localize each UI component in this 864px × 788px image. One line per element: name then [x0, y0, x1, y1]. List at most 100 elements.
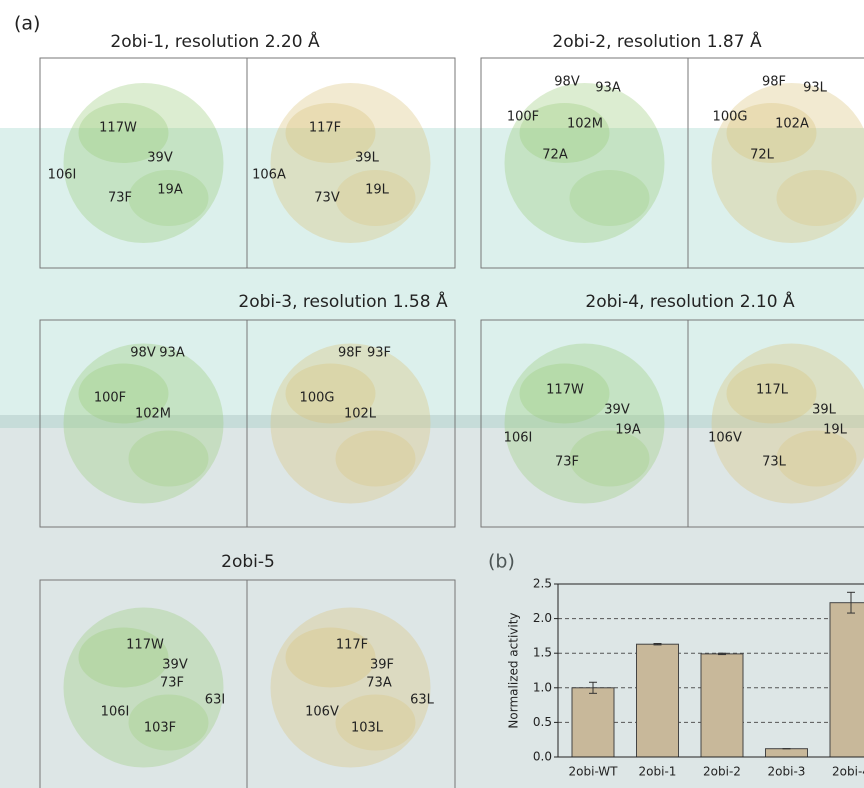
y-tick-label: 1.5 [533, 646, 552, 660]
axes-frame [557, 583, 864, 758]
protein-cartoon [504, 83, 665, 243]
protein-cartoon [519, 363, 610, 424]
residue-label: 117F [309, 121, 341, 136]
protein-cartoon [78, 363, 169, 424]
protein-cartoon [128, 694, 209, 751]
panel-title: 2obi-2, resolution 1.87 Å [552, 30, 762, 52]
panel-title: 2obi-3, resolution 1.58 Å [238, 290, 448, 312]
residue-label: 73L [762, 455, 787, 470]
residue-label: 106V [305, 705, 339, 720]
residue-label: 100F [94, 391, 126, 406]
error-bar [718, 652, 726, 656]
residue-label: 117W [126, 638, 164, 653]
residue-label: 102M [567, 117, 603, 132]
residue-label: 73A [366, 676, 392, 691]
panel-title: 2obi-4, resolution 2.10 Å [585, 290, 795, 312]
bar [636, 643, 679, 758]
residue-label: 117W [546, 383, 584, 398]
protein-cartoon [78, 103, 169, 163]
residue-label: 102A [775, 117, 809, 132]
residue-label: 117F [336, 638, 368, 653]
residue-label: 117W [99, 121, 137, 136]
residue-label: 98F [338, 346, 362, 361]
panel-label: (a) [14, 13, 40, 35]
bar [765, 748, 808, 758]
residue-label: 39L [355, 151, 380, 166]
x-tick-label: 2obi-3 [768, 765, 806, 779]
residue-label: 100G [300, 391, 335, 406]
protein-cartoon [270, 607, 431, 768]
residue-label: 106I [48, 168, 77, 183]
error-bar [653, 643, 662, 646]
protein-cartoon [776, 430, 857, 487]
x-tick-label: 2obi-2 [703, 765, 741, 779]
residue-label: 102M [135, 407, 171, 422]
protein-cartoon [569, 430, 650, 487]
residue-label: 73V [314, 191, 340, 206]
protein-cartoon [776, 170, 857, 226]
residue-label: 102L [344, 407, 377, 422]
protein-cartoon [285, 103, 376, 163]
protein-cartoon [128, 170, 209, 226]
x-tick-label: 2obi-4 [832, 765, 864, 779]
residue-label: 117L [756, 383, 789, 398]
residue-label: 63I [205, 693, 225, 708]
residue-label: 93A [159, 346, 185, 361]
residue-label: 98F [762, 75, 786, 90]
residue-label: 39L [812, 403, 837, 418]
overlay-band [0, 128, 864, 428]
residue-label: 106A [252, 168, 286, 183]
y-tick-label: 2.5 [533, 577, 552, 591]
residue-label: 19L [823, 423, 848, 438]
residue-label: 106I [101, 705, 130, 720]
protein-cartoon [335, 694, 416, 751]
residue-label: 19L [365, 183, 390, 198]
protein-cartoon [711, 343, 864, 504]
protein-cartoon [128, 430, 209, 487]
panel-title: 2obi-1, resolution 2.20 Å [110, 30, 320, 52]
residue-label: 103L [351, 721, 384, 736]
residue-label: 103F [144, 721, 176, 736]
bar [571, 687, 615, 758]
panel-title: 2obi-5 [221, 552, 275, 572]
y-tick-label: 0.5 [533, 715, 552, 729]
residue-label: 39F [370, 658, 394, 673]
residue-label: 73F [108, 191, 132, 206]
residue-label: 93F [367, 346, 391, 361]
protein-cartoon [78, 627, 169, 688]
protein-cartoon [335, 170, 416, 226]
panel-frame [480, 57, 864, 269]
residue-label: 100F [507, 110, 539, 125]
residue-label: 106V [708, 431, 742, 446]
protein-cartoon [569, 170, 650, 226]
residue-label: 73F [555, 455, 579, 470]
protein-cartoon [270, 343, 431, 504]
residue-label: 39V [604, 403, 630, 418]
protein-cartoon [270, 83, 431, 243]
error-bar [589, 681, 597, 694]
protein-cartoon [285, 627, 376, 688]
protein-cartoon [711, 83, 864, 243]
panel-frame [480, 319, 864, 528]
bar [829, 602, 864, 758]
residue-label: 100G [713, 110, 748, 125]
y-tick-label: 1.0 [533, 680, 552, 694]
residue-label: 19A [157, 183, 183, 198]
residue-label: 72L [750, 148, 775, 163]
protein-cartoon [285, 363, 376, 424]
residue-label: 98V [554, 75, 580, 90]
protein-cartoon [63, 83, 224, 243]
x-tick-label: 2obi-WT [569, 765, 619, 779]
residue-label: 93L [803, 81, 828, 96]
residue-label: 93A [595, 81, 621, 96]
protein-cartoon [726, 103, 817, 163]
y-tick-label: 0.0 [533, 750, 552, 764]
panel-label: (b) [488, 551, 515, 573]
protein-cartoon [519, 103, 610, 163]
protein-cartoon [504, 343, 665, 504]
error-bar [847, 591, 855, 614]
x-tick-label: 2obi-1 [639, 765, 677, 779]
protein-cartoon [335, 430, 416, 487]
residue-label: 19A [615, 423, 641, 438]
